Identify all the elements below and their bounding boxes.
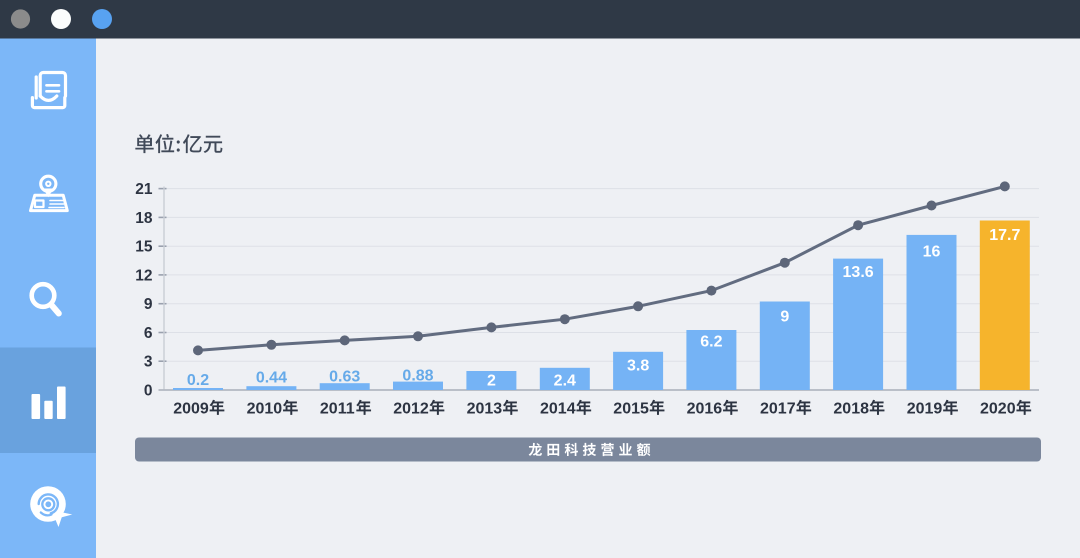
svg-text:3: 3: [144, 354, 153, 371]
svg-text:21: 21: [135, 181, 153, 198]
svg-text:2014: 2014: [540, 400, 576, 417]
svg-text:2019: 2019: [907, 400, 943, 417]
svg-text:0.63: 0.63: [329, 369, 360, 386]
svg-text:2010: 2010: [247, 400, 283, 417]
svg-text:0.88: 0.88: [402, 367, 433, 384]
svg-text:2: 2: [487, 372, 496, 389]
svg-text:2017: 2017: [760, 400, 796, 417]
svg-text:2015: 2015: [613, 400, 649, 417]
svg-text:6: 6: [144, 325, 153, 342]
svg-text:2009: 2009: [173, 400, 209, 417]
svg-text:6.2: 6.2: [700, 334, 722, 351]
svg-text:2012: 2012: [393, 400, 429, 417]
svg-text:0.44: 0.44: [256, 369, 287, 386]
svg-text:2018: 2018: [833, 400, 869, 417]
svg-text:2013: 2013: [467, 400, 503, 417]
svg-text:9: 9: [144, 296, 153, 313]
svg-text:17.7: 17.7: [989, 227, 1020, 244]
svg-text:16: 16: [923, 243, 941, 260]
svg-text:3.8: 3.8: [627, 357, 649, 374]
svg-text:13.6: 13.6: [843, 264, 874, 281]
svg-text:12: 12: [135, 267, 152, 284]
svg-text:0: 0: [144, 382, 153, 399]
svg-text:2020: 2020: [980, 400, 1016, 417]
svg-text:15: 15: [135, 239, 153, 256]
svg-text:2011: 2011: [320, 400, 355, 417]
svg-text:18: 18: [135, 210, 153, 227]
svg-text:2.4: 2.4: [554, 373, 576, 390]
svg-text:0.2: 0.2: [187, 372, 209, 389]
svg-text:9: 9: [780, 308, 789, 325]
svg-text:2016: 2016: [687, 400, 723, 417]
